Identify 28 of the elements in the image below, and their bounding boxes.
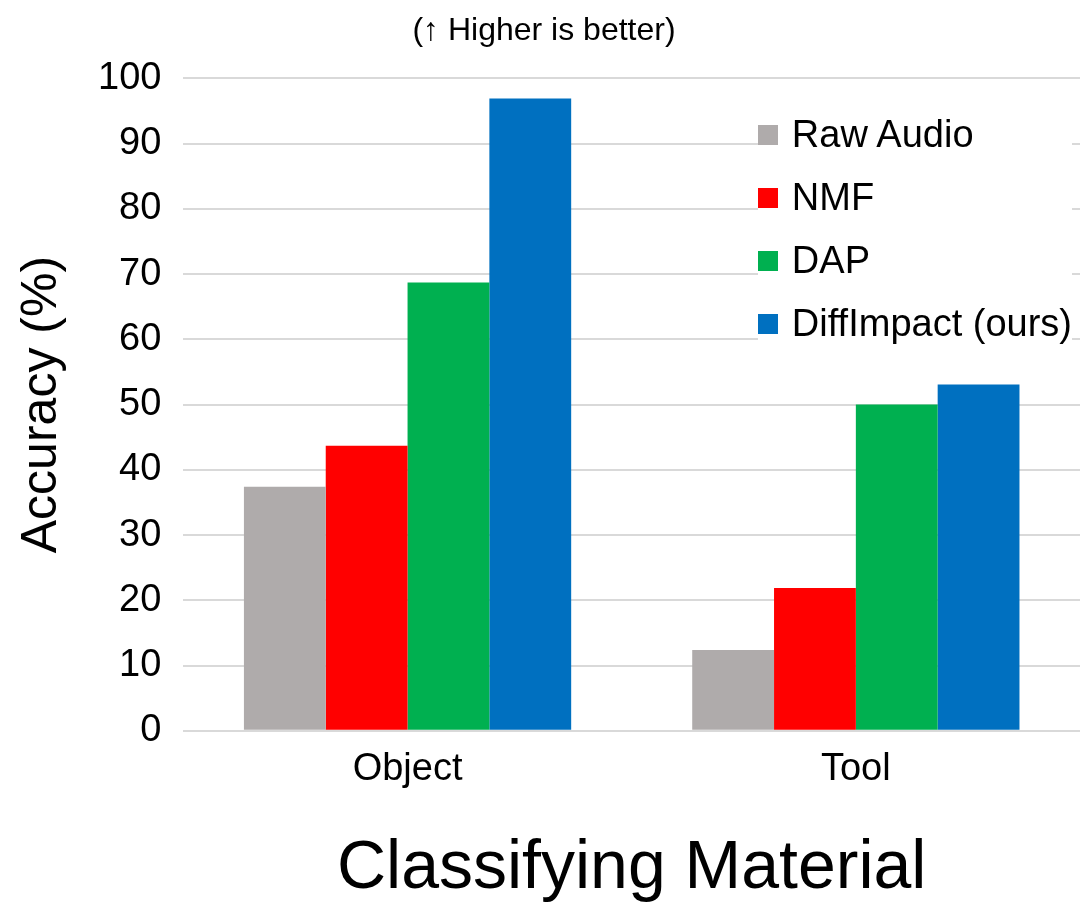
bar bbox=[325, 445, 408, 730]
x-tick-label: Tool bbox=[820, 746, 891, 789]
y-tick-label: 90 bbox=[119, 120, 162, 163]
bar bbox=[243, 486, 326, 730]
y-tick-label: 70 bbox=[119, 250, 162, 293]
y-tick-label: 60 bbox=[119, 315, 162, 358]
bar bbox=[855, 404, 938, 730]
y-tick-label: 50 bbox=[119, 381, 162, 424]
chart-title: (↑ Higher is better) bbox=[412, 11, 676, 48]
legend-label: DAP bbox=[791, 239, 870, 282]
x-axis-title: Classifying Material bbox=[336, 825, 927, 902]
bar bbox=[774, 587, 856, 730]
bar bbox=[489, 98, 572, 730]
bar bbox=[937, 384, 1020, 730]
legend-label: DiffImpact (ours) bbox=[791, 302, 1072, 345]
y-tick-label: 80 bbox=[119, 185, 162, 228]
legend-label: NMF bbox=[791, 176, 875, 219]
y-tick-label: 10 bbox=[119, 642, 162, 685]
y-tick-label: 30 bbox=[119, 511, 162, 554]
y-tick-label: 0 bbox=[140, 707, 162, 750]
bar bbox=[692, 649, 775, 730]
y-tick-label: 100 bbox=[98, 54, 162, 97]
y-tick-label: 20 bbox=[119, 576, 162, 619]
y-tick-label: 40 bbox=[119, 446, 162, 489]
x-tick-label: Object bbox=[352, 746, 463, 789]
legend-label: Raw Audio bbox=[791, 113, 974, 156]
bar bbox=[407, 282, 490, 730]
y-axis-title: Accuracy (%) bbox=[10, 255, 67, 554]
